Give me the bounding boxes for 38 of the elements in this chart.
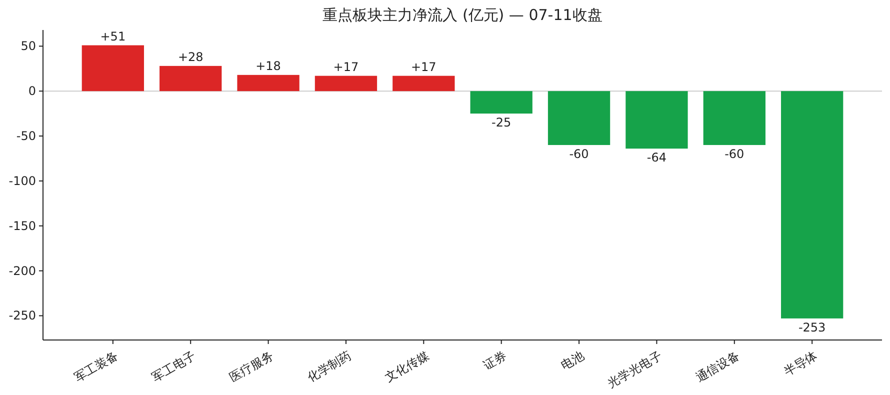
y-tick-label: -50 (16, 129, 36, 144)
x-tick-label: 医疗服务 (227, 348, 276, 385)
bar (82, 45, 144, 92)
data-label: +17 (410, 60, 436, 74)
data-label: +51 (100, 29, 126, 44)
y-tick-label: -150 (8, 218, 36, 233)
y-tick-label: -100 (8, 174, 36, 188)
x-tick-label: 光学光电子 (605, 348, 664, 391)
x-tick-label: 证券 (481, 348, 509, 373)
bar (392, 76, 455, 92)
bar (548, 91, 610, 146)
bar (626, 91, 688, 149)
x-tick-label: 电池 (558, 348, 587, 373)
data-label: -60 (569, 147, 589, 162)
data-label: -25 (492, 116, 512, 130)
y-tick-label: -200 (8, 264, 36, 278)
y-tick-label: 50 (20, 39, 36, 54)
bar (160, 66, 222, 92)
data-label: +18 (256, 58, 281, 73)
x-tick-label: 半导体 (781, 348, 820, 379)
data-label: -253 (798, 320, 826, 334)
data-label: -60 (724, 147, 744, 162)
x-tick-label: 文化传媒 (382, 348, 432, 385)
x-tick-label: 军工装备 (72, 348, 120, 385)
bar (703, 91, 766, 146)
data-label: +17 (333, 60, 359, 74)
bar (314, 76, 378, 92)
x-tick-label: 军工电子 (150, 348, 198, 385)
y-tick-label: 0 (28, 84, 36, 98)
bar (470, 91, 532, 114)
chart-title: 重点板块主力净流入 (亿元) — 07-11收盘 (322, 6, 602, 24)
x-tick-label: 化学制药 (304, 348, 354, 385)
bar (781, 91, 844, 318)
y-tick-label: -250 (8, 308, 36, 323)
data-label: +28 (178, 50, 204, 64)
x-tick-label: 通信设备 (693, 348, 742, 385)
bar (237, 74, 300, 92)
data-label: -64 (646, 150, 667, 165)
